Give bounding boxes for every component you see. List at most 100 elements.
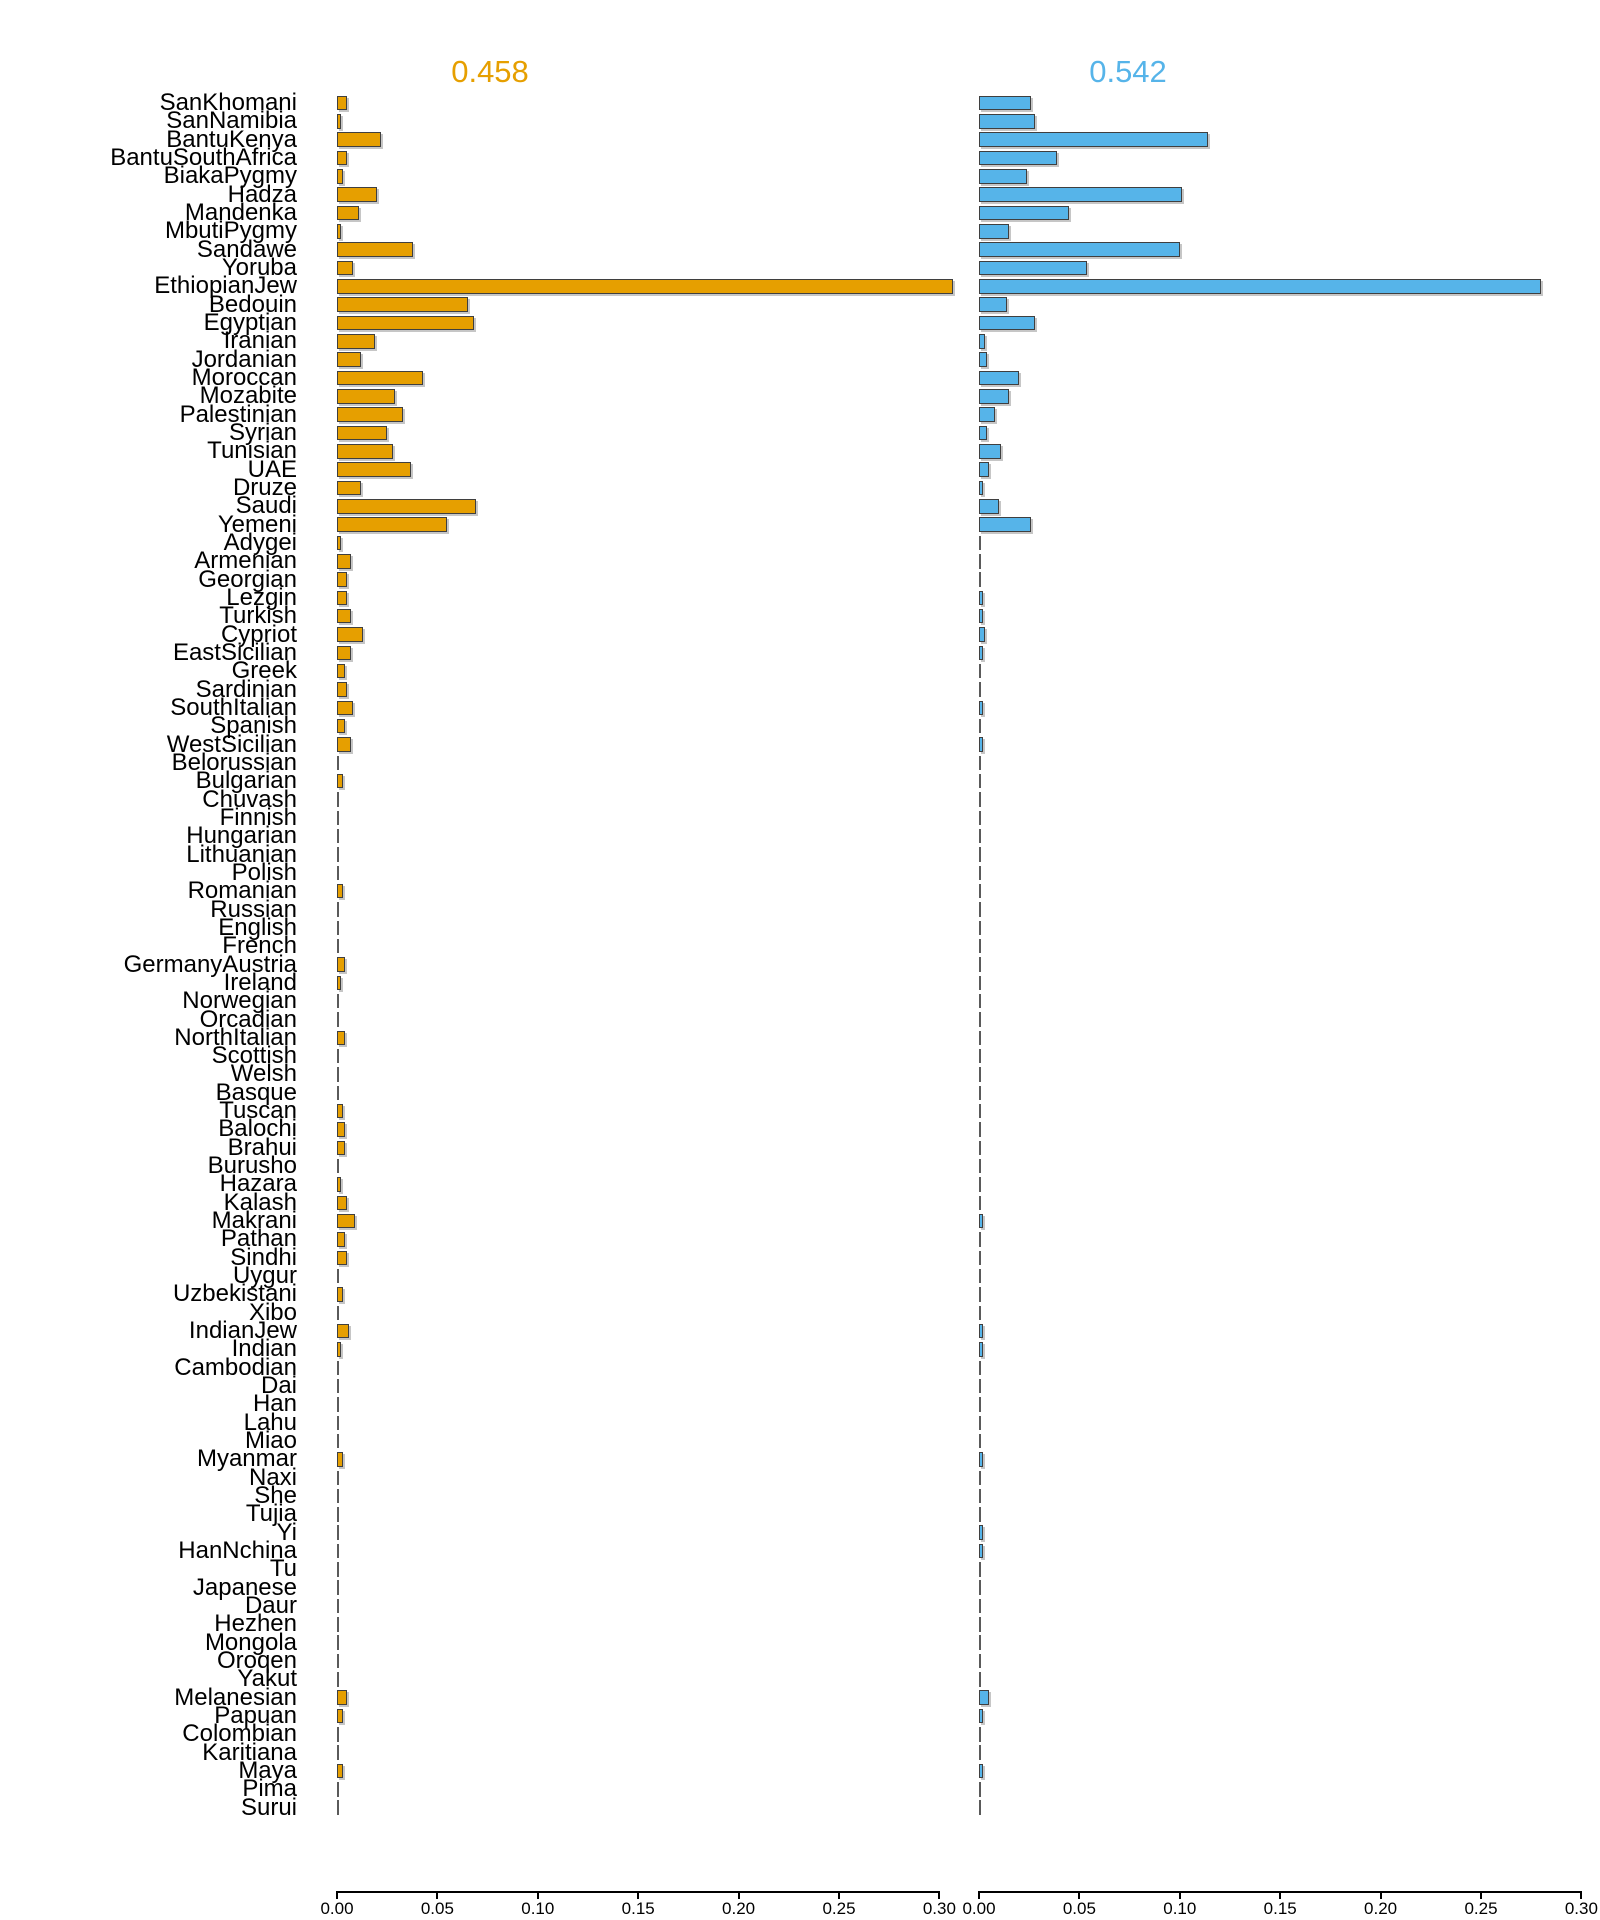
axis-tick [536,1891,539,1899]
category-label: NorthItalian [174,1023,297,1051]
category-label: Hadza [227,180,297,208]
bar [337,1672,339,1687]
bar [979,975,981,991]
bar [337,1158,339,1174]
axis-tick [1580,1891,1583,1899]
bar [337,1378,339,1394]
bar [979,1653,981,1669]
bar [979,1617,981,1632]
bar [979,1525,984,1540]
category-label: Yemeni [217,510,297,538]
bar [979,1250,981,1266]
bar [979,95,1032,111]
bar [979,1177,981,1192]
category-label: Han [252,1390,297,1418]
bar [337,389,396,404]
bar [337,1048,339,1064]
category-label: Xibo [248,1298,297,1326]
category-label: Melanesian [174,1683,297,1711]
category-label: Cypriot [220,620,297,648]
bar [337,334,376,349]
bar [337,1085,339,1101]
bar [337,187,378,202]
bar [979,1378,981,1394]
category-label: Spanish [210,712,297,740]
bar [337,792,339,807]
bar [979,1012,981,1027]
bar [337,993,339,1009]
bar [979,993,981,1009]
category-label: Pima [242,1775,297,1803]
bar [337,150,348,166]
bar [337,663,346,679]
axis-tick [1379,1891,1382,1899]
bar [337,1232,346,1247]
bar [979,810,981,826]
axis-tick [1279,1891,1282,1899]
bar [337,1763,344,1779]
bar [979,792,981,807]
bar [337,1012,339,1027]
category-label: BiakaPygmy [163,162,297,190]
bar [979,370,1020,386]
category-label: Maya [238,1757,297,1785]
category-label: Daur [244,1592,297,1620]
category-label: Pathan [220,1225,297,1253]
category-label: IndianJew [188,1317,297,1345]
bar [979,957,981,972]
category-label: Yi [276,1518,297,1546]
bar [979,499,1000,514]
bar [337,773,344,789]
category-label: Druze [232,473,297,501]
bar [979,1360,981,1376]
category-label: Iranian [223,327,297,355]
bar [979,334,986,349]
bar [979,242,1180,257]
bar [337,1140,346,1156]
bar [979,1782,981,1797]
category-label: Basque [215,1078,297,1106]
bar [337,1452,344,1467]
bar [979,1763,984,1779]
bar [979,1232,981,1247]
category-label: Naxi [248,1463,297,1491]
category-label: Finnish [219,803,297,831]
category-label: Mozabite [199,382,297,410]
bar [979,1323,984,1339]
bar [337,1653,339,1669]
bar [979,608,984,624]
category-label: MbutiPygmy [164,217,297,245]
bar [337,865,339,881]
bar [337,407,404,422]
bar [337,1030,346,1046]
category-label: Mandenka [184,198,297,226]
category-label: GermanyAustria [123,950,297,978]
category-label: Tujia [245,1500,297,1528]
category-label: Jordanian [191,345,297,373]
bar [337,1122,346,1137]
bar [979,389,1010,404]
bar [337,1177,342,1192]
category-label: Lezgin [226,583,297,611]
bar [979,1507,981,1522]
bar [979,1030,981,1046]
bar [979,700,984,716]
axis-tick-label: 0.00 [320,1899,354,1918]
category-label: Turkish [219,602,297,630]
bar [979,114,1036,129]
category-label: Ireland [223,968,297,996]
category-label: SouthItalian [170,693,297,721]
category-label: Georgian [198,565,297,593]
bar [337,462,412,477]
bar [979,150,1058,166]
bar [979,1745,981,1760]
bar [979,682,981,697]
bar [337,260,354,276]
category-label: EastSicilian [172,638,297,666]
bar [337,810,339,826]
category-label: SanNamibia [166,107,297,135]
bar [337,1415,339,1430]
bar [337,279,954,294]
category-label: Uygur [232,1262,297,1290]
